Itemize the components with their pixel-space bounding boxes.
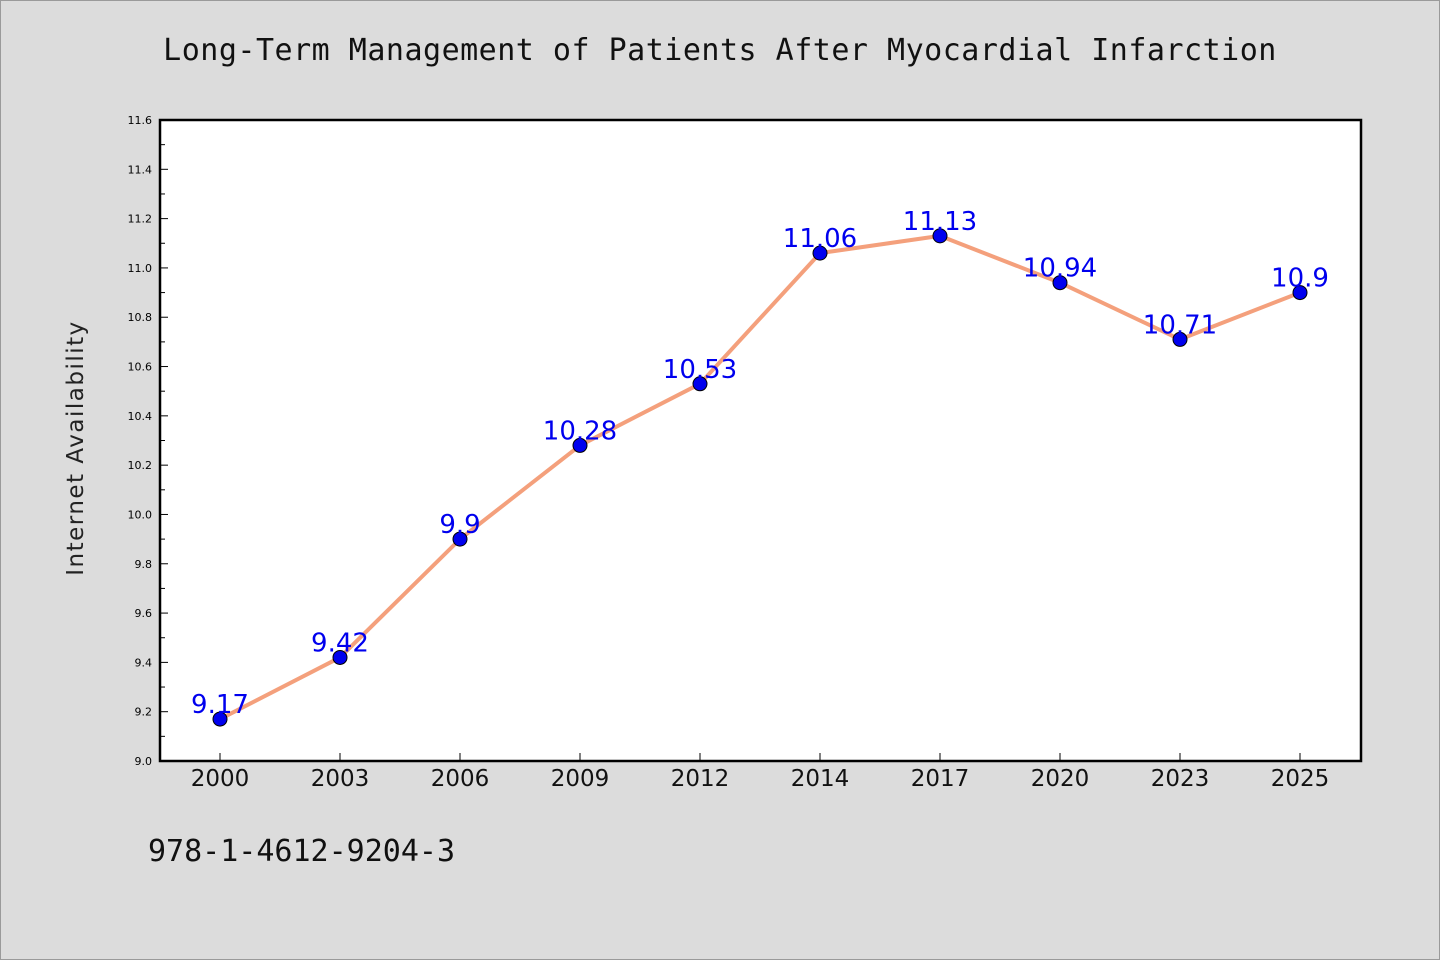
y-tick-label: 9.4	[135, 656, 153, 669]
y-tick-label: 10.6	[128, 361, 153, 374]
x-tick-label: 2006	[431, 766, 490, 792]
series-line-group	[218, 233, 1302, 722]
x-tick-label: 2017	[911, 766, 970, 792]
y-tick-label: 10.0	[128, 508, 153, 521]
data-markers	[212, 228, 1308, 727]
y-tick-label: 9.6	[135, 607, 153, 620]
chart-title: Long-Term Management of Patients After M…	[163, 33, 1277, 68]
isbn-identifier: 978-1-4612-9204-3	[148, 834, 456, 869]
x-tick-label: 2009	[551, 766, 610, 792]
x-tick-label: 2012	[671, 766, 730, 792]
data-labels: 9.17 9.42 9.9 10.28 10.53 11.06 11.13 10.94 10.7…	[191, 207, 1329, 720]
x-tick-label: 2025	[1271, 766, 1330, 792]
y-tick-label: 11.6	[128, 114, 153, 127]
x-tick-label: 2014	[791, 766, 850, 792]
y-tick-label: 10.4	[128, 410, 153, 423]
data-value-label: 10.53	[663, 355, 737, 385]
y-tick-label: 9.0	[135, 755, 153, 768]
plot-area	[160, 120, 1361, 761]
data-value-label: 9.42	[311, 628, 369, 658]
y-tick-label: 9.2	[135, 706, 153, 719]
data-point	[812, 245, 828, 261]
data-value-label: 9.17	[191, 690, 249, 720]
data-value-label: 10.9	[1271, 264, 1329, 294]
plot-frame	[158, 118, 1363, 763]
y-tick-label: 9.8	[135, 558, 153, 571]
x-tick-label: 2023	[1151, 766, 1210, 792]
y-tick-label: 11.0	[128, 262, 153, 275]
data-point	[452, 531, 468, 547]
data-value-label: 9.9	[439, 510, 480, 540]
data-point	[932, 228, 948, 244]
x-tick-label: 2000	[191, 766, 250, 792]
y-tick-label: 10.8	[128, 311, 153, 324]
x-tick-label: 2020	[1031, 766, 1090, 792]
data-point	[572, 437, 588, 453]
data-value-label: 11.13	[903, 207, 977, 237]
data-point	[1172, 331, 1188, 347]
data-point	[332, 649, 348, 665]
data-value-label: 11.06	[783, 224, 857, 254]
x-axis-ticks: 2000 2003 2006 2009 2012 2014 2017 2020 2023 2025	[191, 753, 1330, 792]
data-point	[212, 711, 228, 727]
data-value-label: 10.28	[543, 416, 617, 446]
data-point	[1292, 285, 1308, 301]
data-point	[692, 376, 708, 392]
y-tick-label: 11.4	[128, 163, 153, 176]
series-line	[218, 233, 1302, 722]
y-tick-label: 10.2	[128, 459, 153, 472]
x-tick-label: 2003	[311, 766, 370, 792]
y-axis-ticks: 9.0 9.2 9.4 9.6 9.8 10.0 10.2 10.4 10.6 10.8 11.0 1…	[128, 114, 168, 768]
y-tick-label: 11.2	[128, 213, 153, 226]
data-value-label: 10.94	[1023, 254, 1097, 284]
data-point	[1052, 275, 1068, 291]
data-value-label: 10.71	[1143, 310, 1217, 340]
